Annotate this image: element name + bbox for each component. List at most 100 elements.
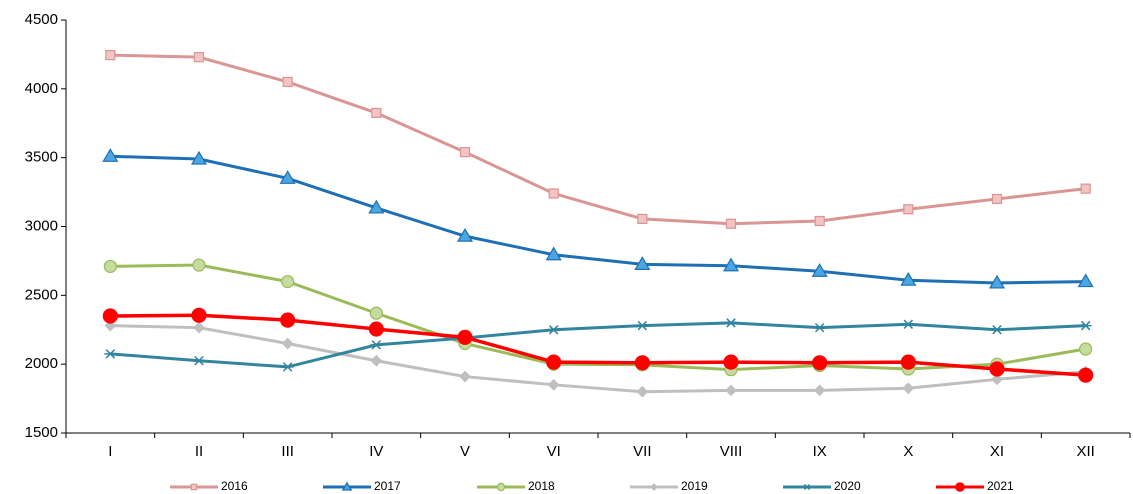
marker [457,329,473,345]
marker [814,215,825,227]
marker [459,370,471,383]
y-tick-label: 2500 [25,286,58,303]
x-tick-label: VI [547,443,561,460]
series-line [110,324,1086,394]
marker [547,325,560,335]
marker [725,218,737,229]
marker [813,384,826,397]
marker [634,355,650,371]
x-tick-label: V [460,443,470,460]
marker [636,320,649,331]
marker [496,482,506,492]
x-tick-label: I [108,443,112,460]
marker [280,312,296,328]
marker [281,274,295,289]
marker [955,482,965,492]
marker [459,147,471,158]
marker [192,258,206,272]
marker [456,227,474,242]
marker [191,307,207,323]
marker [193,52,205,63]
x-tick-label: XII [1076,443,1094,460]
legend-label: 2019 [681,479,708,493]
marker [370,354,383,367]
series-line [110,53,1086,226]
series-line [110,321,1086,369]
marker [636,385,649,398]
legend-label: 2017 [374,479,401,493]
marker [103,259,117,274]
x-tick-label: IX [813,443,827,460]
x-tick-label: XI [990,443,1004,460]
marker [1079,320,1092,331]
marker [279,170,296,184]
legend-label: 2016 [221,479,248,493]
marker [991,193,1003,205]
marker [991,325,1003,335]
marker [281,337,294,350]
marker [102,308,118,324]
marker [368,199,385,214]
marker [370,340,383,350]
marker [1079,342,1093,356]
marker [341,481,353,491]
marker [545,246,562,261]
marker [650,483,658,491]
marker [548,188,559,199]
marker [1080,183,1091,194]
marker [102,148,119,162]
marker [637,213,648,225]
marker [371,107,382,119]
marker [634,256,651,270]
marker [369,306,383,320]
marker [803,483,811,491]
marker [722,257,740,272]
series-line [110,263,1086,372]
legend-label: 2020 [834,479,861,493]
marker [1077,273,1094,288]
marker [193,321,205,334]
marker [281,362,294,372]
y-tick-label: 4000 [25,80,58,97]
marker [902,319,915,329]
marker [813,322,826,333]
marker [547,378,560,391]
marker [900,271,917,286]
x-tick-label: IV [369,443,383,460]
marker [988,274,1006,289]
series-line [110,313,1086,377]
marker [190,483,198,491]
x-tick-label: VII [633,443,651,460]
marker [989,361,1005,377]
marker [193,355,205,366]
y-tick-label: 2000 [25,355,58,372]
y-tick-label: 3000 [25,217,58,234]
x-tick-label: II [195,443,203,460]
marker [546,354,562,370]
x-tick-label: VIII [720,443,743,460]
marker [903,204,914,215]
marker [725,318,737,328]
marker [812,355,828,371]
marker [105,50,116,61]
marker [368,321,384,337]
marker [991,373,1003,386]
marker [1078,367,1094,383]
marker [104,349,117,359]
marker [902,382,915,395]
marker [811,263,828,277]
x-tick-label: X [903,443,913,460]
y-tick-label: 1500 [25,424,58,441]
x-tick-label: III [281,443,294,460]
legend-label: 2018 [528,479,555,493]
marker [723,354,739,370]
y-tick-label: 3500 [25,149,58,166]
series-line [110,154,1086,285]
y-tick-label: 4500 [25,11,58,28]
marker [282,76,293,88]
legend-label: 2021 [987,479,1014,493]
marker [725,384,737,397]
marker [190,150,208,165]
marker [900,354,916,370]
